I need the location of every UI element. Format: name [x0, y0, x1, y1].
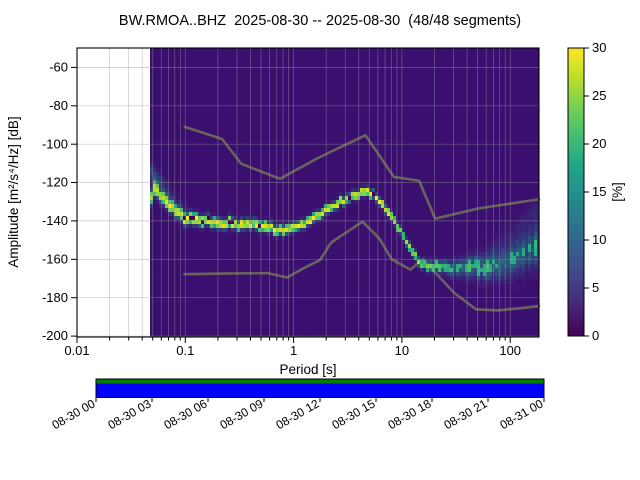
- svg-text:08-30 09: 08-30 09: [217, 396, 265, 432]
- svg-text:-60: -60: [49, 60, 68, 75]
- svg-text:08-30 06: 08-30 06: [161, 396, 209, 432]
- svg-text:-200: -200: [42, 328, 68, 343]
- svg-text:25: 25: [592, 88, 606, 103]
- svg-text:-100: -100: [42, 136, 68, 151]
- svg-text:08-30 03: 08-30 03: [105, 396, 153, 432]
- svg-text:Period [s]: Period [s]: [279, 362, 336, 377]
- svg-text:0: 0: [592, 328, 599, 343]
- svg-text:Amplitude [m²/s⁴/Hz] [dB]: Amplitude [m²/s⁴/Hz] [dB]: [6, 116, 21, 267]
- svg-text:08-30 12: 08-30 12: [273, 396, 321, 432]
- svg-text:08-30 00: 08-30 00: [49, 396, 97, 432]
- svg-text:-180: -180: [42, 290, 68, 305]
- svg-text:30: 30: [592, 40, 606, 55]
- svg-text:100: 100: [499, 343, 521, 358]
- svg-text:1: 1: [290, 343, 297, 358]
- svg-text:08-30 21: 08-30 21: [441, 396, 489, 432]
- svg-text:0.01: 0.01: [64, 343, 89, 358]
- svg-text:0.1: 0.1: [176, 343, 194, 358]
- svg-text:08-30 18: 08-30 18: [385, 396, 433, 432]
- svg-text:5: 5: [592, 280, 599, 295]
- svg-text:[%]: [%]: [610, 182, 625, 202]
- svg-text:-120: -120: [42, 175, 68, 190]
- svg-text:-140: -140: [42, 213, 68, 228]
- svg-text:15: 15: [592, 184, 606, 199]
- svg-text:-80: -80: [49, 98, 68, 113]
- svg-text:10: 10: [592, 232, 606, 247]
- svg-text:10: 10: [395, 343, 409, 358]
- svg-text:08-30 15: 08-30 15: [329, 396, 377, 432]
- svg-text:20: 20: [592, 136, 606, 151]
- svg-text:08-31 00: 08-31 00: [497, 396, 545, 432]
- svg-text:-160: -160: [42, 251, 68, 266]
